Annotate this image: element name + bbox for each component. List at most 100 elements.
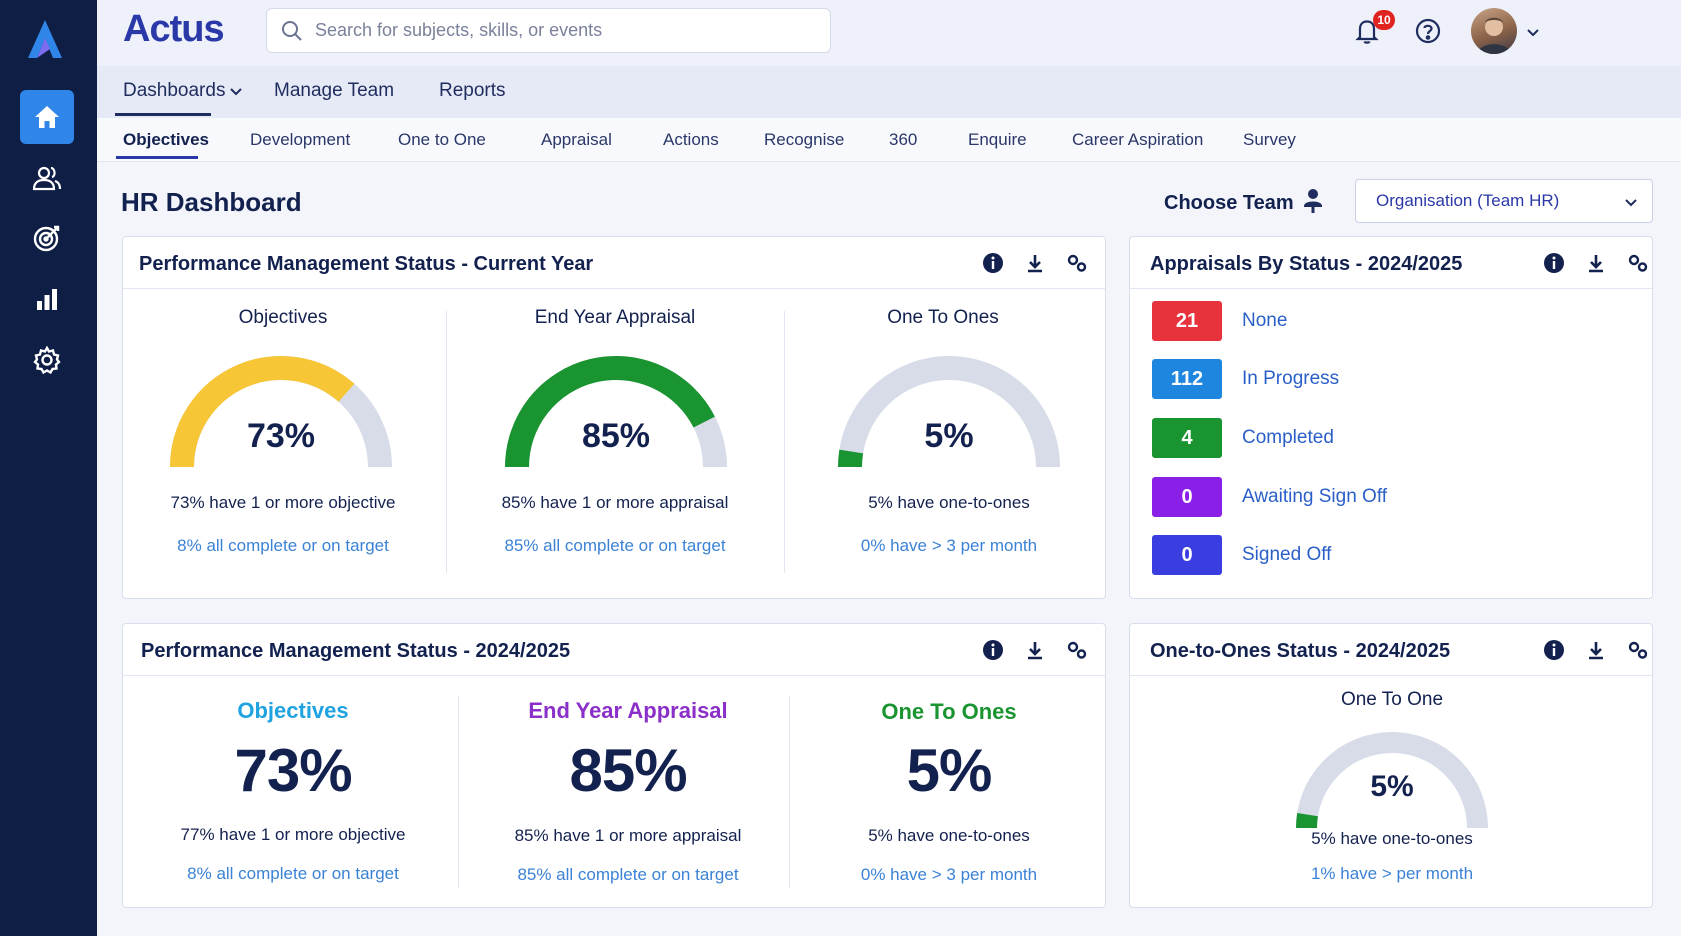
one-to-ones-gauge bbox=[838, 355, 1060, 468]
sidebar-settings-button[interactable] bbox=[20, 333, 74, 387]
appraisal-gauge bbox=[505, 355, 727, 468]
status-label: None bbox=[1242, 310, 1288, 331]
sidebar-home-button[interactable] bbox=[20, 90, 74, 144]
sidebar bbox=[0, 0, 97, 936]
panel-header: Appraisals By Status - 2024/2025 bbox=[1130, 237, 1652, 289]
nav-active-indicator bbox=[115, 113, 211, 116]
status-count: 112 bbox=[1152, 359, 1222, 399]
gauge-value-arc bbox=[505, 356, 715, 468]
one-to-one-stat-link[interactable]: 1% have > per month bbox=[1310, 864, 1474, 883]
summary-label-one-to-ones: One To Ones bbox=[881, 699, 1017, 724]
download-button[interactable] bbox=[1023, 251, 1047, 275]
tab-360[interactable]: 360 bbox=[889, 130, 918, 149]
sidebar-team-button[interactable] bbox=[20, 151, 74, 205]
status-row-none[interactable]: 21 None bbox=[1152, 301, 1287, 341]
info-button[interactable] bbox=[1542, 638, 1566, 662]
settings-button[interactable] bbox=[1626, 638, 1650, 662]
nav-reports[interactable]: Reports bbox=[439, 80, 506, 101]
summary-one-to-ones-link[interactable]: 0% have > 3 per month bbox=[860, 865, 1038, 884]
gauge-track bbox=[1296, 732, 1488, 829]
sidebar-objectives-button[interactable] bbox=[20, 211, 74, 265]
chevron-down-icon bbox=[230, 88, 243, 96]
help-icon bbox=[1415, 18, 1441, 44]
column-divider bbox=[458, 696, 459, 888]
tab-development[interactable]: Development bbox=[250, 130, 351, 149]
sub-nav: Objectives Development One to One Apprai… bbox=[97, 118, 1681, 162]
status-row-awaiting-sign-off[interactable]: 0 Awaiting Sign Off bbox=[1152, 477, 1387, 517]
status-row-in-progress[interactable]: 112 In Progress bbox=[1152, 359, 1339, 399]
status-row-signed-off[interactable]: 0 Signed Off bbox=[1152, 535, 1331, 575]
summary-appraisal-link[interactable]: 85% all complete or on target bbox=[517, 865, 739, 884]
panel-tools bbox=[1542, 251, 1650, 275]
search-input[interactable] bbox=[315, 20, 815, 41]
info-icon bbox=[1544, 253, 1564, 273]
settings-icon bbox=[1628, 254, 1648, 272]
appraisal-stat-link[interactable]: 85% all complete or on target bbox=[504, 536, 726, 555]
nav-dashboards[interactable]: Dashboards bbox=[123, 80, 243, 102]
gauge-value-one-to-one: 5% bbox=[1370, 770, 1414, 803]
info-button[interactable] bbox=[1542, 251, 1566, 275]
gauge-value-arc bbox=[838, 449, 864, 468]
settings-button[interactable] bbox=[1065, 638, 1089, 662]
user-avatar[interactable] bbox=[1471, 8, 1517, 54]
pm-year-panel: Performance Management Status - 2024/202… bbox=[122, 623, 1106, 908]
tab-career-aspiration[interactable]: Career Aspiration bbox=[1072, 130, 1204, 149]
info-button[interactable] bbox=[981, 251, 1005, 275]
tab-survey[interactable]: Survey bbox=[1243, 130, 1296, 149]
search-box[interactable] bbox=[266, 8, 831, 53]
summary-value-appraisal: 85% bbox=[569, 737, 687, 804]
summary-objectives-line1: 77% have 1 or more objective bbox=[180, 825, 406, 844]
download-button[interactable] bbox=[1023, 638, 1047, 662]
summary-label-appraisal: End Year Appraisal bbox=[528, 698, 728, 723]
brand-logo[interactable]: Actus bbox=[123, 8, 225, 50]
sidebar-reports-button[interactable] bbox=[20, 272, 74, 326]
panel-header: One-to-Ones Status - 2024/2025 bbox=[1130, 624, 1652, 676]
settings-icon bbox=[1067, 254, 1087, 272]
tab-recognise[interactable]: Recognise bbox=[764, 130, 845, 149]
download-button[interactable] bbox=[1584, 251, 1608, 275]
users-icon bbox=[32, 166, 62, 191]
team-select[interactable]: Organisation (Team HR) bbox=[1355, 179, 1653, 223]
chevron-down-icon bbox=[1625, 199, 1637, 207]
tab-enquire[interactable]: Enquire bbox=[968, 130, 1027, 149]
panel-title: One-to-Ones Status - 2024/2025 bbox=[1150, 640, 1451, 662]
status-row-completed[interactable]: 4 Completed bbox=[1152, 418, 1334, 458]
one-to-one-gauge bbox=[1295, 732, 1488, 829]
summary-objectives-link[interactable]: 8% all complete or on target bbox=[187, 864, 399, 883]
page-title: HR Dashboard bbox=[121, 187, 302, 217]
objectives-stat-link[interactable]: 8% all complete or on target bbox=[177, 536, 389, 555]
top-bar: Actus bbox=[97, 0, 1681, 66]
tab-active-indicator bbox=[116, 156, 198, 159]
one-to-one-stat-line1: 5% have one-to-ones bbox=[1311, 829, 1473, 848]
settings-button[interactable] bbox=[1626, 251, 1650, 275]
one-to-ones-panel: One-to-Ones Status - 2024/2025 One To On… bbox=[1129, 623, 1653, 908]
summary-value-one-to-ones: 5% bbox=[906, 737, 993, 804]
pm-current-panel: Performance Management Status - Current … bbox=[122, 236, 1106, 599]
help-button[interactable] bbox=[1414, 17, 1442, 45]
gauge-value-objectives: 73% bbox=[246, 417, 316, 455]
status-label: In Progress bbox=[1242, 368, 1340, 389]
info-icon bbox=[1544, 640, 1564, 660]
panel-tools bbox=[1542, 638, 1650, 662]
column-divider bbox=[446, 311, 447, 573]
home-icon bbox=[35, 106, 59, 128]
nav-manage-team[interactable]: Manage Team bbox=[274, 80, 395, 101]
notifications-button[interactable] bbox=[1352, 16, 1382, 46]
target-icon bbox=[33, 225, 60, 252]
tab-actions[interactable]: Actions bbox=[663, 130, 719, 149]
panel-title: Performance Management Status - 2024/202… bbox=[141, 640, 571, 662]
status-count: 0 bbox=[1152, 477, 1222, 517]
search-icon bbox=[282, 20, 302, 41]
gauge-label-appraisal: End Year Appraisal bbox=[534, 307, 696, 328]
chevron-down-icon[interactable] bbox=[1525, 24, 1541, 40]
panel-title: Performance Management Status - Current … bbox=[139, 253, 594, 275]
settings-button[interactable] bbox=[1065, 251, 1089, 275]
tab-objectives[interactable]: Objectives bbox=[123, 130, 209, 149]
tab-appraisal[interactable]: Appraisal bbox=[541, 130, 612, 149]
choose-team-label: Choose Team bbox=[1164, 192, 1294, 214]
info-button[interactable] bbox=[981, 638, 1005, 662]
download-button[interactable] bbox=[1584, 638, 1608, 662]
tab-one-to-one[interactable]: One to One bbox=[398, 130, 486, 149]
one-to-ones-stat-link[interactable]: 0% have > 3 per month bbox=[860, 536, 1038, 555]
logo-icon[interactable] bbox=[22, 16, 68, 62]
